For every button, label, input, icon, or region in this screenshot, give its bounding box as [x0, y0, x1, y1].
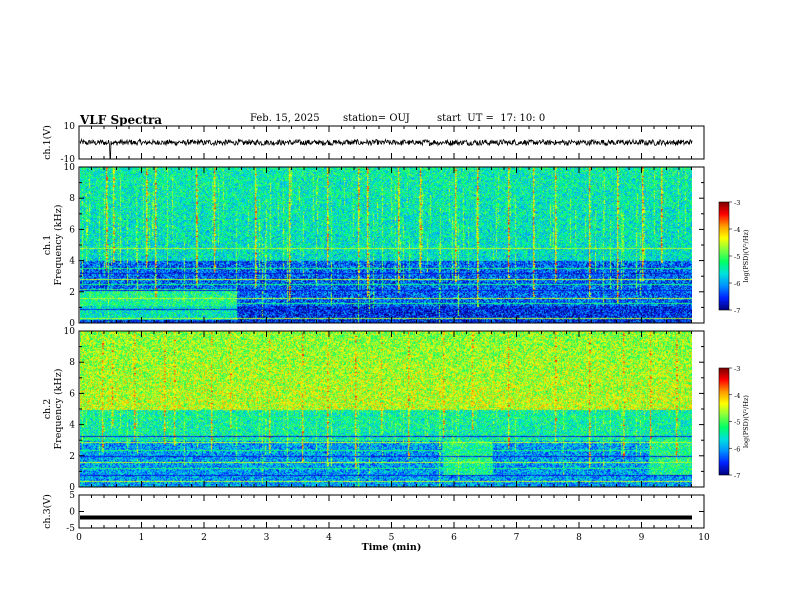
- y-axis-label: ch.2: [42, 399, 53, 420]
- x-tick-label: 7: [514, 533, 520, 543]
- colorbar-label: log(PSD)(V²/Hz): [742, 229, 750, 282]
- colorbar-scale: [718, 201, 730, 311]
- colorbar-1: -3 -4 -5 -6 -7 log(PSD)(V²/Hz): [718, 199, 750, 315]
- colorbar-tick-label: -4: [734, 392, 740, 400]
- spectrogram-image: [80, 167, 692, 323]
- y-tick-label: 2: [69, 452, 75, 462]
- colorbar-scale: [718, 367, 730, 476]
- colorbar-label: log(PSD)(V²/Hz): [742, 395, 750, 448]
- spectrogram-ch2: 0 2 4 6 8 10 ch.2 Frequency (kHz): [42, 327, 705, 493]
- y-tick-label: 4: [69, 421, 75, 431]
- y-axis-label: ch.3(V): [42, 494, 53, 529]
- y-tick-label: 0: [69, 319, 75, 329]
- x-tick-label: 4: [326, 533, 332, 543]
- x-tick-label: 0: [76, 533, 82, 543]
- colorbar-tick-label: -4: [734, 226, 740, 234]
- colorbar-tick-label: -3: [734, 199, 740, 207]
- y-axis-label: ch.1(V): [42, 125, 53, 160]
- colorbar-tick-label: -6: [734, 445, 740, 453]
- y-tick-label: 8: [69, 358, 75, 368]
- y-tick-label: 0: [69, 483, 75, 493]
- spectrogram-ch1: 0 2 4 6 8 10 ch.1 Frequency (kHz): [42, 163, 705, 329]
- figure-title: VLF Spectra: [80, 113, 163, 127]
- colorbar-tick-label: -3: [734, 365, 740, 373]
- waveform-trace: [79, 137, 693, 159]
- y-tick-label: -10: [61, 155, 76, 165]
- y-axis-label: ch.1: [42, 235, 53, 256]
- y-tick-label: 6: [69, 225, 75, 235]
- x-tick-label: 9: [639, 533, 645, 543]
- colorbar-tick-label: -5: [734, 253, 740, 261]
- y-tick-label: 10: [64, 327, 76, 337]
- y-tick-label: 0: [69, 508, 75, 518]
- x-axis-label: Time (min): [362, 542, 422, 553]
- y-tick-label: 4: [69, 257, 75, 267]
- colorbar-tick-label: -7: [734, 307, 740, 315]
- y-tick-label: 5: [69, 491, 75, 501]
- x-tick-label: 10: [698, 533, 710, 543]
- x-tick-label: 6: [451, 533, 457, 543]
- start-time-label: start UT = 17: 10: 0: [437, 113, 546, 124]
- x-tick-label: 3: [264, 533, 270, 543]
- colorbar-tick-label: -6: [734, 280, 740, 288]
- colorbar-tick-label: -5: [734, 419, 740, 427]
- y-axis-label: Frequency (kHz): [53, 205, 64, 286]
- y-axis-label: Frequency (kHz): [53, 369, 64, 450]
- x-tick-label: 5: [389, 533, 395, 543]
- y-tick-label: 2: [69, 288, 75, 298]
- y-tick-label: 6: [69, 389, 75, 399]
- date-label: Feb. 15, 2025: [250, 113, 320, 124]
- waveform-ch1: 10 -10 ch.1(V): [42, 122, 705, 165]
- station-label: station= OUJ: [343, 113, 410, 124]
- spectrogram-image: [80, 331, 692, 487]
- y-tick-label: -5: [66, 524, 75, 534]
- y-tick-label: 10: [64, 122, 76, 132]
- colorbar-2: -3 -4 -5 -6 -7 log(PSD)(V²/Hz): [718, 365, 750, 480]
- y-tick-label: 8: [69, 194, 75, 204]
- x-tick-label: 8: [576, 533, 582, 543]
- x-tick-label: 2: [201, 533, 207, 543]
- y-tick-label: 10: [64, 163, 76, 173]
- x-tick-label: 1: [139, 533, 145, 543]
- colorbar-tick-label: -7: [734, 472, 740, 480]
